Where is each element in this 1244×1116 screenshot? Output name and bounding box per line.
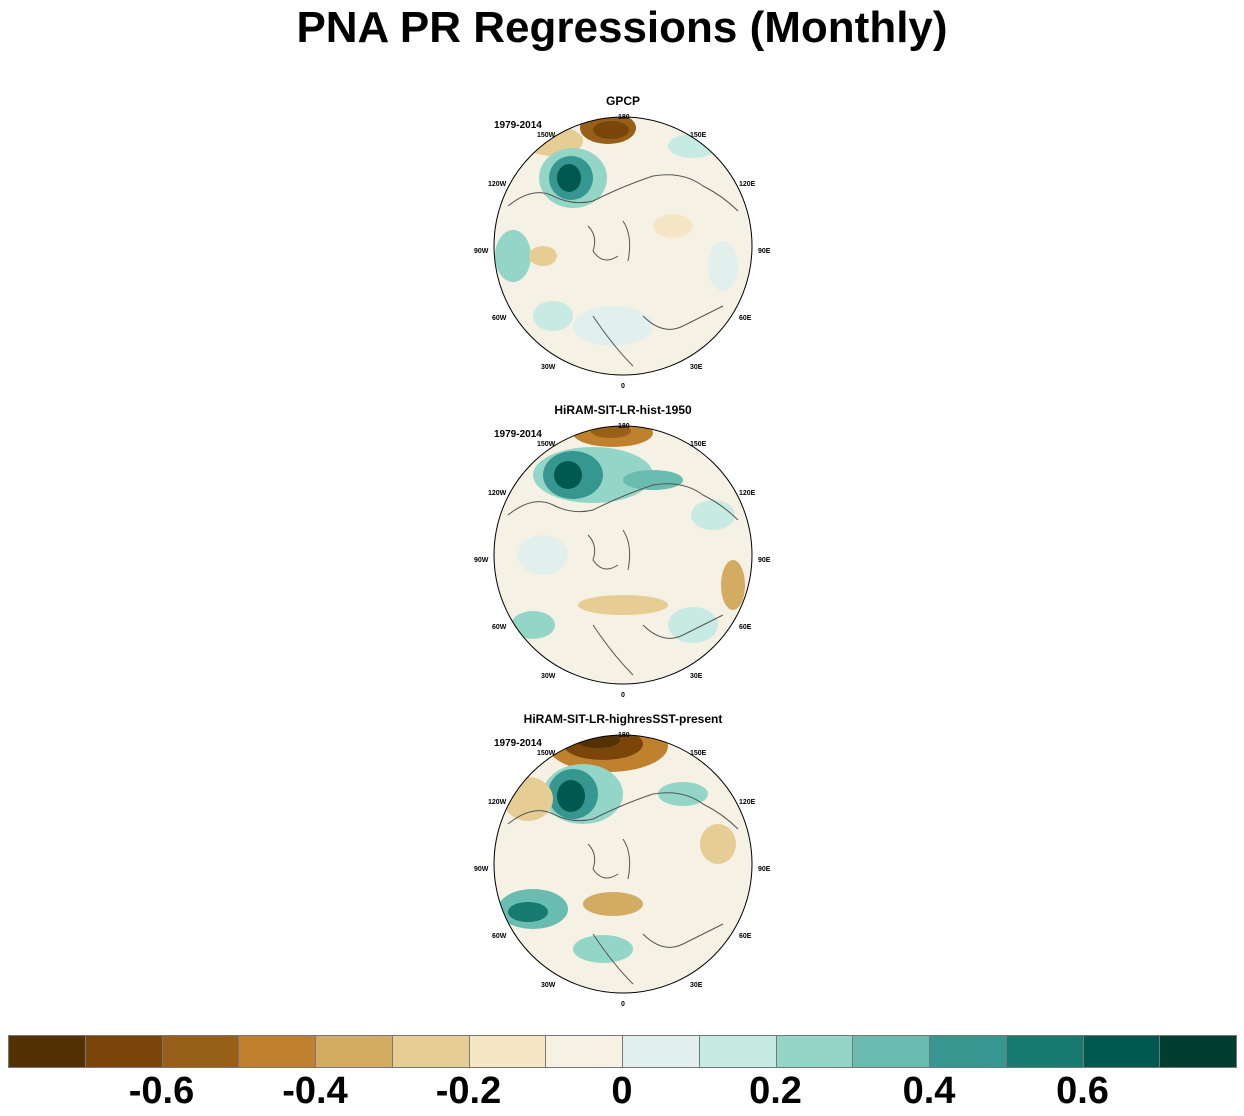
map-panel-gpcp: GPCP 1979-2014 180 150E 120E 90E 60 [468, 94, 778, 394]
map-panel-highressst-present: HiRAM-SIT-LR-highresSST-present 1979-201… [468, 712, 778, 1012]
colorbar-box [698, 1035, 777, 1068]
panel-title: GPCP [605, 94, 640, 108]
lon-label-150w: 150W [537, 441, 556, 448]
lon-label-30e: 30E [690, 673, 703, 680]
panel-period: 1979-2014 [494, 738, 542, 749]
lon-label-0: 0 [621, 692, 625, 699]
panel-title: HiRAM-SIT-LR-highresSST-present [523, 712, 723, 726]
panel-period: 1979-2014 [494, 429, 542, 440]
panel-title: HiRAM-SIT-LR-hist-1950 [554, 403, 692, 417]
polar-map [493, 425, 753, 685]
lon-label-90e: 90E [758, 866, 771, 873]
colorbar-box [1159, 1035, 1237, 1068]
lon-label-30w: 30W [541, 364, 556, 371]
lon-label-60w: 60W [492, 315, 507, 322]
colorbar-tick-label: 0.4 [902, 1070, 956, 1112]
lon-label-150e: 150E [690, 132, 707, 139]
colorbar-tick-label: 0.2 [749, 1070, 802, 1112]
lon-label-120e: 120E [739, 181, 756, 188]
lon-label-30e: 30E [690, 982, 703, 989]
lon-label-180: 180 [618, 423, 630, 430]
lon-label-30w: 30W [541, 982, 556, 989]
colorbar-box [315, 1035, 393, 1068]
polar-map [493, 734, 753, 994]
map-panel-hist-1950: HiRAM-SIT-LR-hist-1950 1979-2014 180 150… [468, 403, 778, 703]
colorbar-box [1005, 1035, 1084, 1068]
colorbar-tick-label: -0.4 [282, 1070, 348, 1112]
colorbar-box [391, 1035, 470, 1068]
colorbar-box [238, 1035, 316, 1068]
lon-label-30e: 30E [690, 364, 703, 371]
colorbar-box [161, 1035, 240, 1068]
colorbar-box [468, 1035, 547, 1068]
lon-label-90w: 90W [474, 248, 489, 255]
colorbar-tick-label: 0.6 [1056, 1070, 1109, 1112]
lon-label-0: 0 [621, 383, 625, 390]
lon-label-120e: 120E [739, 799, 756, 806]
lon-label-90w: 90W [474, 557, 489, 564]
colorbar-tick-label: 0 [611, 1070, 633, 1112]
lon-label-180: 180 [618, 732, 630, 739]
lon-label-150w: 150W [537, 132, 556, 139]
lon-label-60e: 60E [739, 624, 752, 631]
panel-period: 1979-2014 [494, 120, 542, 131]
lon-label-90w: 90W [474, 866, 489, 873]
polar-map [493, 116, 753, 376]
lon-label-0: 0 [621, 1001, 625, 1008]
colorbar-box [1082, 1035, 1161, 1068]
lon-label-150e: 150E [690, 750, 707, 757]
colorbar [8, 1035, 1237, 1069]
lon-label-90e: 90E [758, 557, 771, 564]
lon-label-60e: 60E [739, 933, 752, 940]
colorbar-box [622, 1035, 700, 1068]
colorbar-box [8, 1035, 86, 1068]
colorbar-tick-label: -0.6 [128, 1070, 195, 1112]
colorbar-box [84, 1035, 163, 1068]
lon-label-150w: 150W [537, 750, 556, 757]
colorbar-box [545, 1035, 623, 1068]
lon-label-120e: 120E [739, 490, 756, 497]
lon-label-60e: 60E [739, 315, 752, 322]
lon-label-60w: 60W [492, 624, 507, 631]
lon-label-180: 180 [618, 114, 630, 121]
page-title: PNA PR Regressions (Monthly) [296, 3, 948, 52]
lon-label-120w: 120W [488, 490, 507, 497]
colorbar-box [852, 1035, 930, 1068]
colorbar-tick-label: -0.2 [435, 1070, 502, 1112]
lon-label-30w: 30W [541, 673, 556, 680]
lon-label-120w: 120W [488, 181, 507, 188]
lon-label-150e: 150E [690, 441, 707, 448]
lon-label-60w: 60W [492, 933, 507, 940]
lon-label-90e: 90E [758, 248, 771, 255]
colorbar-box [929, 1035, 1007, 1068]
colorbar-box [775, 1035, 854, 1068]
lon-label-120w: 120W [488, 799, 507, 806]
